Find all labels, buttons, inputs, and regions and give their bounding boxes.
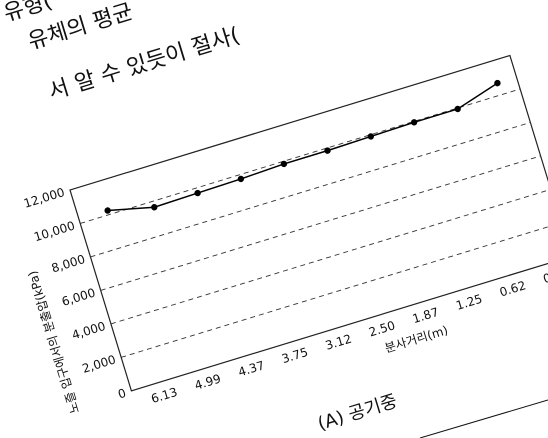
- data-point: [151, 204, 158, 211]
- x-tick-label: 3.12: [324, 332, 354, 353]
- y-tick-label: 12,000: [22, 185, 66, 211]
- body-text-block: 유형( 유체의 평균 서 알 수 있듯이 절사(: [1, 0, 243, 105]
- x-tick-label: 4.99: [193, 372, 223, 393]
- subfigure-caption: (A) 공기중: [315, 391, 399, 435]
- y-tick-label: 10,000: [32, 219, 76, 245]
- plot-area: [69, 54, 548, 392]
- gridline: [100, 155, 541, 291]
- x-tick-label: 0.61: [541, 265, 548, 286]
- data-point: [194, 189, 201, 197]
- trailing-line: [419, 399, 548, 438]
- data-point: [494, 79, 501, 87]
- data-point: [104, 207, 111, 214]
- gridline: [121, 222, 548, 358]
- x-tick-labels: 6.13 4.99 4.37 3.75 3.12 2.50 1.87 1.25 0.62 0.61: [149, 265, 548, 406]
- x-tick-label: 1.87: [411, 305, 441, 326]
- y-tick-label: 6,000: [60, 285, 97, 308]
- chart: 0 2,000 4,000 6,000 8,000 10,000 12,000 6.13 4.…: [22, 54, 548, 415]
- body-text-line-1: 유형(: [1, 0, 55, 27]
- caption-text: (A) 공기중: [315, 391, 399, 435]
- data-point: [454, 105, 461, 113]
- y-tick-label: 2,000: [81, 352, 118, 375]
- gridline: [110, 188, 548, 325]
- x-tick-label: 3.75: [280, 345, 310, 366]
- x-tick-label: 1.25: [454, 292, 484, 313]
- y-tick-label: 4,000: [70, 319, 107, 342]
- data-point: [410, 119, 418, 126]
- x-tick-label: 0.62: [498, 278, 528, 299]
- y-tick-label: 0: [116, 386, 127, 402]
- x-tick-label: 2.50: [367, 318, 397, 339]
- x-tick-label: 4.37: [236, 358, 266, 379]
- grid: [80, 88, 548, 358]
- data-point: [237, 175, 245, 183]
- series-points: [104, 79, 501, 214]
- data-point: [367, 133, 375, 140]
- data-point: [324, 147, 331, 154]
- gridline: [90, 122, 531, 258]
- y-tick-label: 8,000: [50, 252, 87, 275]
- data-point: [280, 160, 288, 168]
- series-line: [107, 82, 498, 212]
- x-tick-label: 6.13: [149, 385, 179, 406]
- gridline: [80, 88, 521, 224]
